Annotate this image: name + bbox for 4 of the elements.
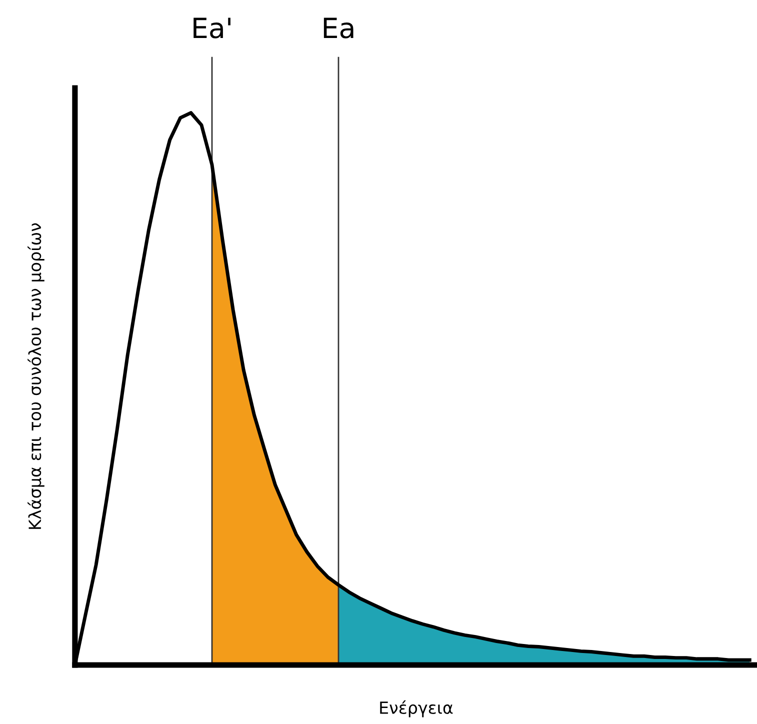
text: Ea — [324, 18, 354, 38]
x-axis-title: Ενέργεια — [380, 700, 453, 718]
text: Ea' — [194, 18, 230, 38]
y-axis-title: Κλάσμα επι του συνόλου των μορίων — [28, 223, 44, 529]
